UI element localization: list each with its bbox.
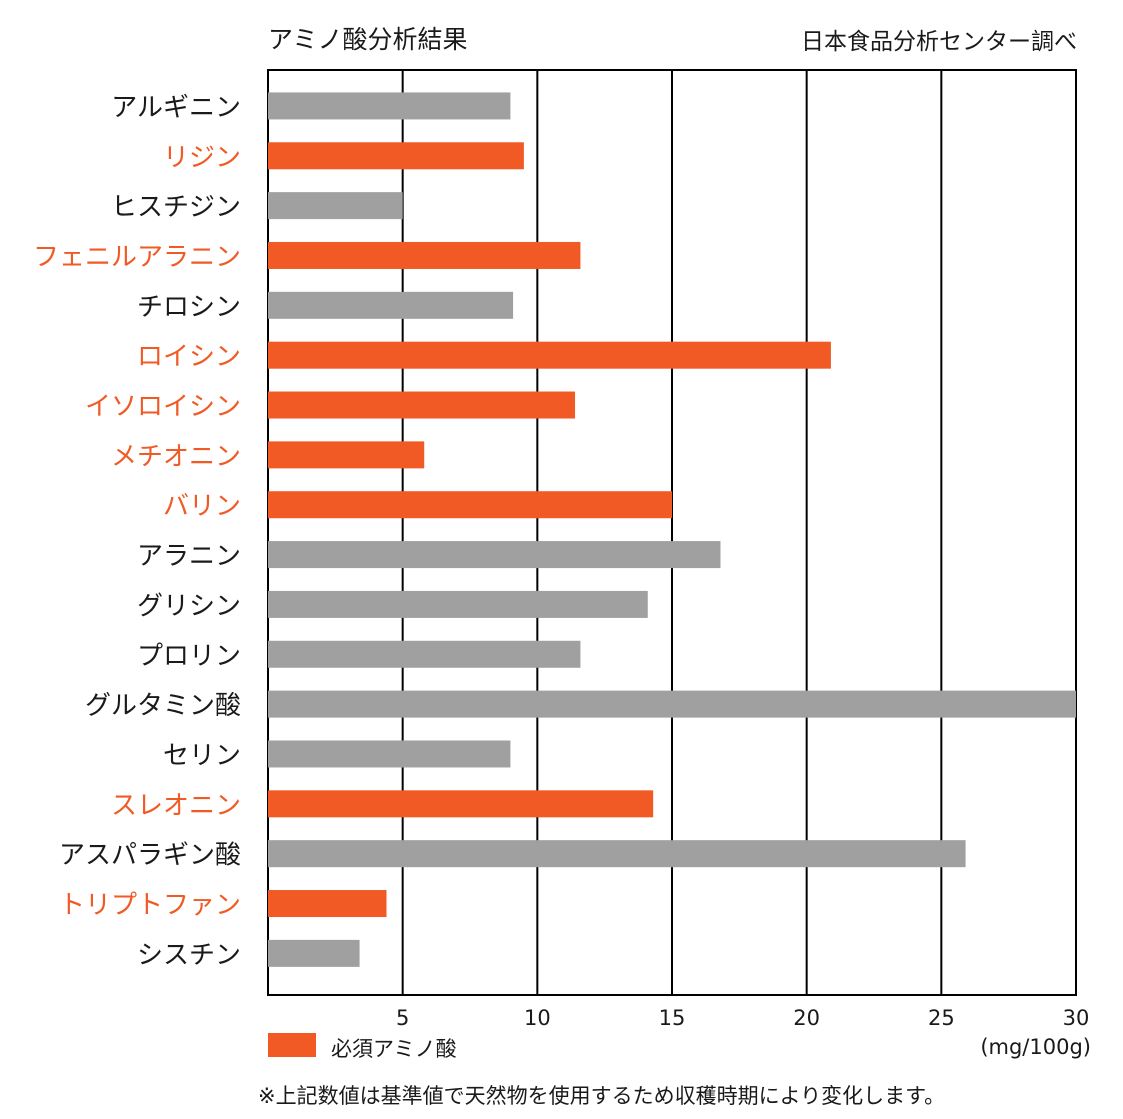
chart-title: アミノ酸分析結果 <box>268 25 468 54</box>
x-tick-label-25: 25 <box>928 1006 955 1030</box>
bar-6 <box>268 341 831 369</box>
legend-swatch-essential <box>268 1033 316 1057</box>
bar-10 <box>268 541 721 569</box>
bar-15 <box>268 790 654 818</box>
category-label-15: スレオニン <box>111 791 241 821</box>
category-label-4: フェニルアラニン <box>33 242 241 272</box>
bar-18 <box>268 939 360 967</box>
category-label-14: セリン <box>163 741 241 771</box>
bar-2 <box>268 142 524 170</box>
category-label-18: シスチン <box>137 940 241 970</box>
category-label-5: チロシン <box>137 292 241 322</box>
x-axis-unit: (mg/100g) <box>980 1035 1091 1059</box>
bar-3 <box>268 192 403 220</box>
x-tick-label-10: 10 <box>524 1006 551 1030</box>
bar-16 <box>268 840 966 868</box>
bar-4 <box>268 241 581 269</box>
footnote: ※上記数値は基準値で天然物を使用するため収穫時期により変化します。 <box>258 1084 946 1108</box>
bar-5 <box>268 291 514 319</box>
category-label-2: リジン <box>163 143 241 173</box>
bar-11 <box>268 590 648 618</box>
category-label-12: プロリン <box>137 641 241 671</box>
category-label-9: バリン <box>163 492 241 522</box>
data-source: 日本食品分析センター調べ <box>801 29 1077 55</box>
x-tick-label-20: 20 <box>793 1006 820 1030</box>
category-label-8: メチオニン <box>111 442 241 472</box>
category-label-17: トリプトファン <box>59 891 241 921</box>
category-label-7: イソロイシン <box>85 392 241 422</box>
category-label-3: ヒスチジン <box>111 193 241 223</box>
bar-14 <box>268 740 511 768</box>
category-label-11: グリシン <box>137 591 241 621</box>
bar-8 <box>268 441 425 469</box>
category-label-1: アルギニン <box>111 93 241 123</box>
category-label-10: アラニン <box>137 542 241 572</box>
bar-7 <box>268 391 576 419</box>
x-tick-label-30: 30 <box>1063 1006 1090 1030</box>
bar-17 <box>268 890 387 918</box>
bar-13 <box>268 690 1076 718</box>
x-tick-label-5: 5 <box>396 1006 409 1030</box>
bar-9 <box>268 491 672 519</box>
bar-12 <box>268 640 581 668</box>
category-label-16: アスパラギン酸 <box>59 841 241 871</box>
bar-1 <box>268 92 511 120</box>
category-label-6: ロイシン <box>137 342 241 372</box>
x-tick-label-15: 15 <box>659 1006 686 1030</box>
legend-label-essential: 必須アミノ酸 <box>331 1037 457 1061</box>
category-label-13: グルタミン酸 <box>85 691 241 721</box>
